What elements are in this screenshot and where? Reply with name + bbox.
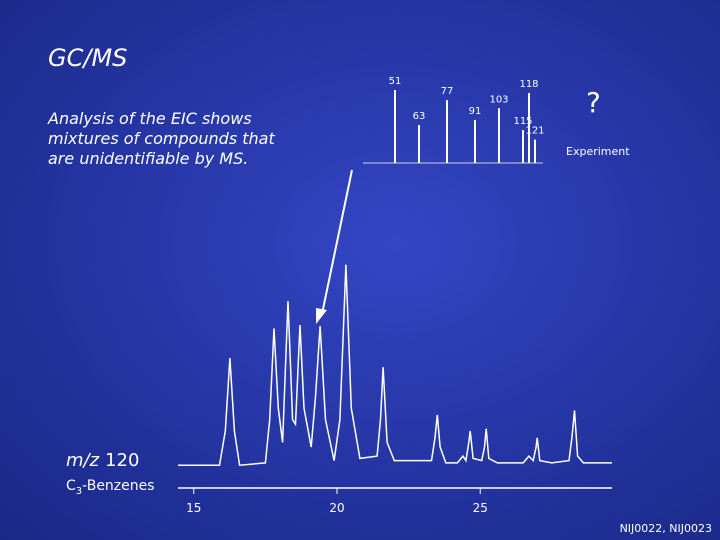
spectrum-peak bbox=[498, 108, 500, 163]
spectrum-peak bbox=[418, 125, 420, 163]
spectrum-peak bbox=[474, 119, 476, 163]
peak-label: 63 bbox=[413, 111, 426, 122]
peak-label: 115 bbox=[513, 116, 532, 127]
trace-label-italic: m/z bbox=[66, 450, 100, 471]
spectrum-peak bbox=[534, 139, 536, 163]
peak-label: 91 bbox=[469, 106, 482, 117]
spectrum-peak bbox=[394, 90, 396, 163]
chromatogram-trace bbox=[178, 264, 612, 467]
peak-label: 118 bbox=[519, 79, 538, 90]
body-line: mixtures of compounds that bbox=[48, 129, 275, 148]
compound-label-sub: 3 bbox=[76, 486, 82, 497]
experiment-label: Experiment bbox=[566, 145, 630, 158]
compound-label-part: -Benzenes bbox=[82, 478, 154, 494]
arrow-shaft bbox=[321, 169, 353, 315]
body-line: are unidentifiable by MS. bbox=[48, 149, 248, 168]
peak-label: 121 bbox=[525, 126, 544, 137]
compound-label-part: C bbox=[66, 478, 76, 494]
body-line: Analysis of the EIC shows bbox=[47, 109, 252, 128]
x-tick-label: 20 bbox=[329, 501, 344, 515]
trace-label: m/z 120 bbox=[66, 450, 139, 471]
x-tick-label: 25 bbox=[473, 501, 488, 515]
peak-label: 103 bbox=[489, 94, 508, 105]
arrow-head bbox=[316, 308, 327, 324]
compound-label: C3-Benzenes bbox=[66, 478, 155, 497]
title: GC/MS bbox=[48, 44, 127, 72]
peak-label: 77 bbox=[441, 86, 454, 97]
spectrum-peak bbox=[528, 92, 530, 163]
peak-label: 51 bbox=[389, 76, 402, 87]
spectrum-peak bbox=[522, 130, 524, 163]
x-tick-label: 15 bbox=[186, 501, 201, 515]
footer: NIJ0022, NIJ0023 bbox=[620, 522, 712, 535]
spectrum-peak bbox=[446, 100, 448, 163]
question-mark: ? bbox=[586, 86, 601, 119]
trace-label-mass: 120 bbox=[105, 450, 139, 471]
